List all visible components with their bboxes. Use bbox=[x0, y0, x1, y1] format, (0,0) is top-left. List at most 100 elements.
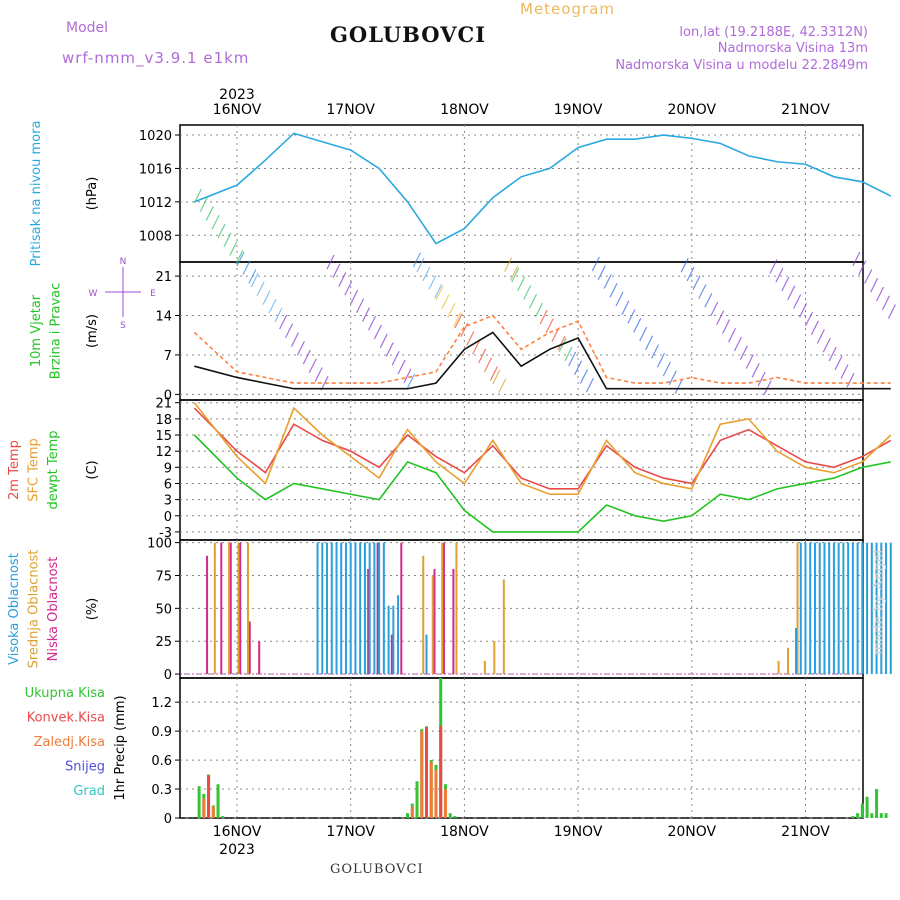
wind-barb bbox=[603, 274, 612, 289]
y-axis-label: dewpt Temp bbox=[46, 430, 61, 509]
station-title: GOLUBOVCI bbox=[330, 22, 487, 47]
wind-barb bbox=[412, 252, 422, 268]
wind-barb bbox=[870, 277, 879, 293]
y-tick-label: 14 bbox=[155, 310, 172, 325]
bar-high bbox=[359, 542, 362, 675]
bar-high bbox=[795, 628, 798, 675]
y-axis-label: SFC Temp bbox=[27, 438, 42, 502]
wind-barb bbox=[211, 214, 220, 230]
bar-frz bbox=[443, 789, 447, 818]
wind-barb bbox=[344, 280, 353, 296]
wind-barb bbox=[356, 298, 365, 314]
x-day-label: 20NOV bbox=[667, 102, 716, 118]
x-day-label: 17NOV bbox=[326, 824, 375, 840]
series-wind_gust bbox=[193, 314, 891, 384]
wind-barb bbox=[236, 251, 245, 267]
legend-entry: Snijeg bbox=[65, 760, 105, 775]
bar-frz bbox=[202, 798, 206, 818]
y-tick-label: 75 bbox=[155, 569, 172, 584]
compass-w: W bbox=[89, 289, 98, 299]
bar-conv bbox=[439, 726, 443, 818]
bar-low bbox=[376, 542, 379, 675]
station-elevation: Nadmorska Visina 13m bbox=[717, 41, 868, 56]
bar-high bbox=[340, 542, 343, 675]
bar-total bbox=[221, 816, 225, 818]
wind-barb bbox=[751, 362, 760, 378]
model-name: wrf-nmm_v3.9.1 e1km bbox=[62, 49, 250, 67]
wind-barb bbox=[787, 285, 796, 301]
wind-barb bbox=[692, 275, 701, 291]
bar-mid bbox=[431, 575, 434, 675]
bar-mid bbox=[502, 579, 505, 675]
x-day-label: 21NOV bbox=[781, 102, 830, 118]
bar-low bbox=[367, 568, 370, 675]
wind-barb bbox=[517, 276, 526, 292]
wind-barb bbox=[864, 269, 873, 284]
wind-barb bbox=[205, 206, 214, 221]
y-tick-label: 25 bbox=[155, 635, 172, 650]
bar-high bbox=[828, 542, 831, 675]
wind-barb bbox=[373, 324, 382, 340]
wind-barb bbox=[229, 241, 238, 256]
wind-barb bbox=[539, 309, 548, 325]
y-tick-label: 9 bbox=[164, 461, 172, 476]
wind-barb bbox=[887, 304, 896, 319]
wind-barb bbox=[822, 337, 831, 353]
bar-high bbox=[809, 542, 812, 675]
panel-pressure: 1008 1012 1016 1020 Pritisak na nivou mora (h… bbox=[29, 87, 892, 266]
x-day-label: 17NOV bbox=[326, 102, 375, 118]
wind-barb bbox=[250, 272, 259, 288]
bar-high bbox=[378, 542, 381, 675]
y-tick-label: 0 bbox=[164, 510, 172, 525]
bar-high bbox=[397, 595, 400, 675]
wind-barb bbox=[478, 348, 487, 364]
model-label: Model bbox=[66, 20, 109, 36]
bar-low bbox=[239, 542, 242, 675]
wind-barb bbox=[199, 197, 208, 213]
y-tick-label: 0.9 bbox=[151, 725, 172, 740]
bar-mid bbox=[777, 660, 780, 675]
panel-frame bbox=[179, 539, 864, 679]
bar-high bbox=[425, 634, 428, 675]
bar-total bbox=[860, 803, 864, 818]
wind-barb bbox=[585, 377, 594, 393]
bar-total bbox=[870, 813, 874, 818]
wind-barb bbox=[367, 315, 377, 331]
wind-barb bbox=[504, 257, 513, 272]
wind-barb bbox=[498, 378, 507, 394]
bar-high bbox=[330, 542, 333, 675]
x-day-label: 19NOV bbox=[554, 824, 603, 840]
wind-barb bbox=[290, 332, 300, 347]
bar-low bbox=[400, 542, 403, 675]
wind-barb bbox=[810, 320, 819, 336]
bar-high bbox=[889, 542, 892, 675]
wind-barb bbox=[609, 282, 618, 298]
bar-frz bbox=[434, 769, 438, 818]
wind-barb bbox=[633, 317, 642, 333]
footer-station: GOLUBOVCI bbox=[330, 862, 424, 877]
bar-mid bbox=[796, 542, 799, 675]
wind-barb bbox=[763, 380, 772, 396]
bar-high bbox=[823, 542, 826, 675]
wind-barb bbox=[385, 342, 394, 357]
wind-barb bbox=[529, 293, 538, 309]
series-wind_speed bbox=[194, 331, 891, 390]
y-tick-label: 1016 bbox=[139, 162, 172, 177]
wind-barb bbox=[248, 269, 257, 284]
wind-barb bbox=[828, 346, 837, 362]
bar-high bbox=[354, 542, 357, 675]
wind-barb bbox=[447, 303, 456, 318]
y-tick-label: 1.2 bbox=[151, 696, 172, 711]
wind-barb bbox=[397, 359, 406, 375]
bar-low bbox=[220, 542, 223, 675]
x-day-label: 20NOV bbox=[667, 824, 716, 840]
panel-frame bbox=[179, 399, 864, 541]
wind-barb bbox=[326, 254, 335, 270]
bar-total bbox=[851, 816, 855, 818]
product-title: Meteogram bbox=[520, 0, 615, 18]
y-tick-label: 0 bbox=[164, 812, 172, 827]
wind-barb bbox=[564, 346, 573, 362]
legend-entry: Ukupna Kisa bbox=[25, 686, 105, 701]
wind-barb bbox=[434, 283, 443, 299]
bar-total bbox=[415, 781, 419, 818]
